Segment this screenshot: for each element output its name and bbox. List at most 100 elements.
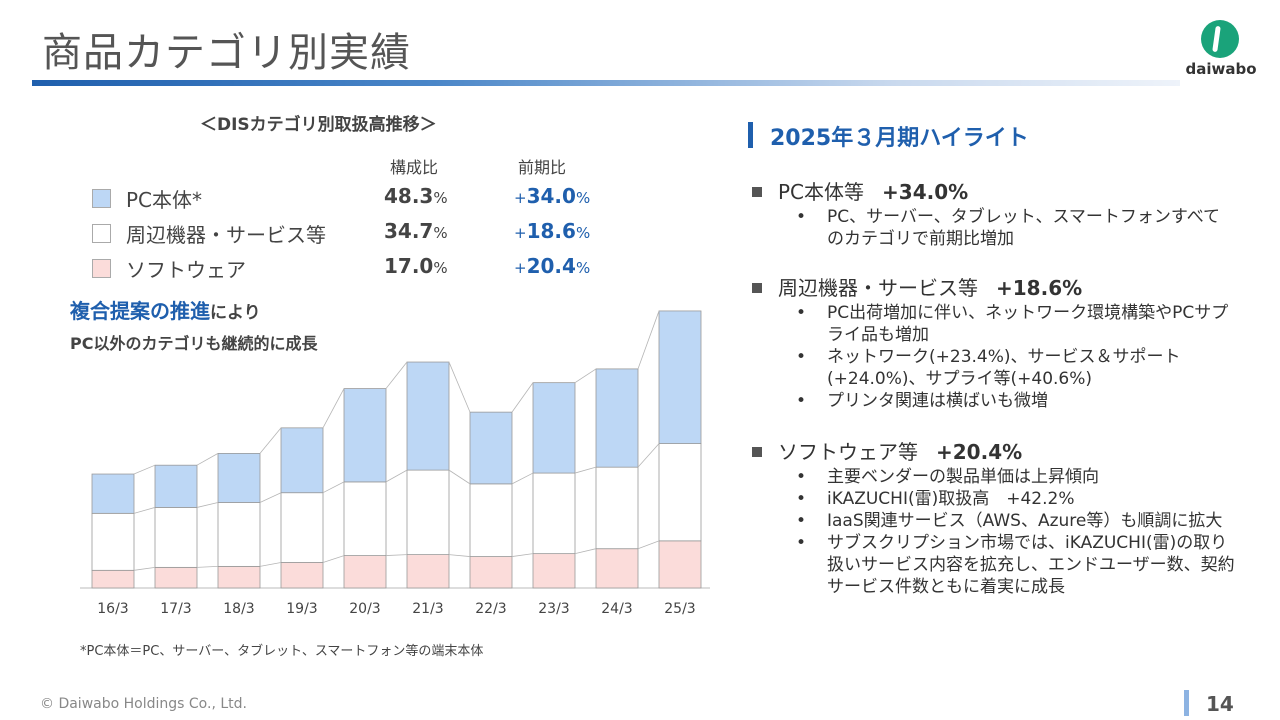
- legend-label: ソフトウェア: [126, 258, 246, 282]
- legend-swatch: [92, 224, 111, 243]
- bullet-item: • iKAZUCHI(雷)取扱高 +42.2%: [796, 489, 1075, 509]
- series-connector-line: [574, 368, 597, 384]
- legend-row-pc: PC本体* 48.3% +34.0%: [92, 184, 632, 214]
- series-connector-line: [448, 361, 471, 413]
- footnote: *PC本体＝PC、サーバー、タブレット、スマートフォン等の端末本体: [80, 644, 484, 659]
- series-connector-line: [322, 555, 345, 563]
- series-connector-line: [322, 481, 345, 494]
- series-connector-line: [196, 502, 219, 508]
- highlight-section-software: ソフトウェア等 +20.4% • 主要ベンダーの製品単価は上昇傾向 • iKAZUCH…: [752, 436, 1252, 598]
- series-connector-line: [259, 427, 282, 454]
- section-heading: 周辺機器・サービス等 +18.6%: [752, 272, 1252, 302]
- bar-segment: [595, 548, 639, 589]
- legend-label: 周辺機器・サービス等: [126, 223, 326, 247]
- x-tick-label: 25/3: [664, 601, 695, 617]
- bar-segment: [91, 473, 135, 514]
- bullet-item: • ネットワーク(+23.4%)、サービス＆サポート(+24.0%)、サプライ等(…: [796, 347, 1181, 389]
- page-number: 14: [1206, 692, 1234, 716]
- x-tick-label: 18/3: [223, 601, 254, 617]
- bar-segment: [343, 555, 387, 589]
- series-connector-line: [511, 382, 534, 413]
- series-connector-line: [511, 553, 534, 557]
- bar-segment: [91, 569, 135, 589]
- bar-segment: [217, 502, 261, 567]
- bar-segment: [469, 483, 513, 557]
- chart-note-subline: PC以外のカテゴリも継続的に成長: [70, 334, 318, 353]
- bar-segment: [406, 361, 450, 471]
- bar-segment: [406, 554, 450, 589]
- legend-yoy: +18.6%: [514, 219, 591, 243]
- legend-swatch: [92, 259, 111, 278]
- bar-segment: [658, 443, 702, 542]
- copyright-text: © Daiwabo Holdings Co., Ltd.: [40, 696, 247, 712]
- series-connector-line: [637, 310, 660, 370]
- bar-segment: [343, 388, 387, 483]
- x-tick-label: 17/3: [160, 601, 191, 617]
- chart-note-headline: 複合提案の推進により: [70, 299, 261, 323]
- x-tick-label: 16/3: [97, 601, 128, 617]
- x-tick-label: 20/3: [349, 601, 380, 617]
- section-heading: PC本体等 +34.0%: [752, 176, 1252, 206]
- bullet-item: • プリンタ関連は横ばいも微増: [796, 391, 1048, 411]
- bar-segment: [154, 566, 198, 589]
- x-tick-label: 22/3: [475, 601, 506, 617]
- square-bullet-icon: [752, 187, 762, 197]
- series-connector-line: [133, 566, 156, 571]
- bar-segment: [280, 562, 324, 589]
- bar-segment: [91, 512, 135, 571]
- highlights-title: 2025年３月期ハイライト: [770, 126, 1029, 151]
- bar-segment: [595, 466, 639, 550]
- section-heading: ソフトウェア等 +20.4%: [752, 436, 1252, 466]
- bar-segment: [343, 481, 387, 556]
- bar-segment: [532, 472, 576, 555]
- series-connector-line: [574, 548, 597, 555]
- highlight-accent-bar: [748, 122, 753, 148]
- bullet-item: • PC、サーバー、タブレット、スマートフォンすべてのカテゴリで前期比増加: [796, 207, 1221, 249]
- page-number-accent: [1184, 690, 1189, 716]
- legend-yoy: +34.0%: [514, 184, 591, 208]
- bar-segment: [532, 382, 576, 474]
- company-logo: daiwabo: [1182, 18, 1260, 80]
- bullet-item: • 主要ベンダーの製品単価は上昇傾向: [796, 467, 1099, 487]
- x-tick-label: 21/3: [412, 601, 443, 617]
- x-tick-label: 19/3: [286, 601, 317, 617]
- share-column-header: 構成比: [390, 158, 439, 177]
- x-tick-label: 24/3: [601, 601, 632, 617]
- square-bullet-icon: [752, 447, 762, 457]
- series-connector-line: [133, 507, 156, 514]
- x-tick-label: 23/3: [538, 601, 569, 617]
- series-connector-line: [448, 554, 471, 557]
- series-connector-line: [511, 472, 534, 485]
- bar-segment: [406, 469, 450, 555]
- series-connector-line: [322, 388, 345, 429]
- legend-share: 17.0%: [384, 254, 448, 278]
- legend-share: 48.3%: [384, 184, 448, 208]
- square-bullet-icon: [752, 283, 762, 293]
- series-connector-line: [448, 469, 471, 485]
- highlight-section-peripherals: 周辺機器・サービス等 +18.6% • PC出荷増加に伴い、ネットワーク環境構築やP…: [752, 272, 1252, 412]
- legend-share: 34.7%: [384, 219, 448, 243]
- bar-segment: [469, 411, 513, 485]
- series-connector-line: [196, 453, 219, 466]
- legend-swatch: [92, 189, 111, 208]
- title-underline: [32, 80, 1180, 86]
- legend-row-peripherals: 周辺機器・サービス等 34.7% +18.6%: [92, 219, 632, 249]
- series-connector-line: [385, 361, 408, 389]
- bullet-item: • IaaS関連サービス（AWS、Azure等）も順調に拡大: [796, 511, 1223, 531]
- series-connector-line: [385, 469, 408, 483]
- bar-segment: [154, 464, 198, 508]
- stacked-bar-chart: 16/3 17/3 18/3 19/3 20/3 21/3 22/3 23/3 24/3 25/3: [80, 310, 710, 617]
- bar-segment: [217, 453, 261, 503]
- series-connector-line: [133, 464, 156, 475]
- legend-yoy: +20.4%: [514, 254, 591, 278]
- bar-segment: [280, 427, 324, 494]
- legend-row-software: ソフトウェア 17.0% +20.4%: [92, 254, 632, 284]
- logo-text: daiwabo: [1185, 60, 1257, 78]
- series-connector-line: [574, 466, 597, 474]
- page-title: 商品カテゴリ別実績: [42, 30, 411, 76]
- bar-segment: [469, 556, 513, 589]
- series-connector-line: [385, 554, 408, 556]
- bar-segment: [532, 553, 576, 589]
- legend-label: PC本体*: [126, 188, 203, 212]
- bar-segment: [595, 368, 639, 468]
